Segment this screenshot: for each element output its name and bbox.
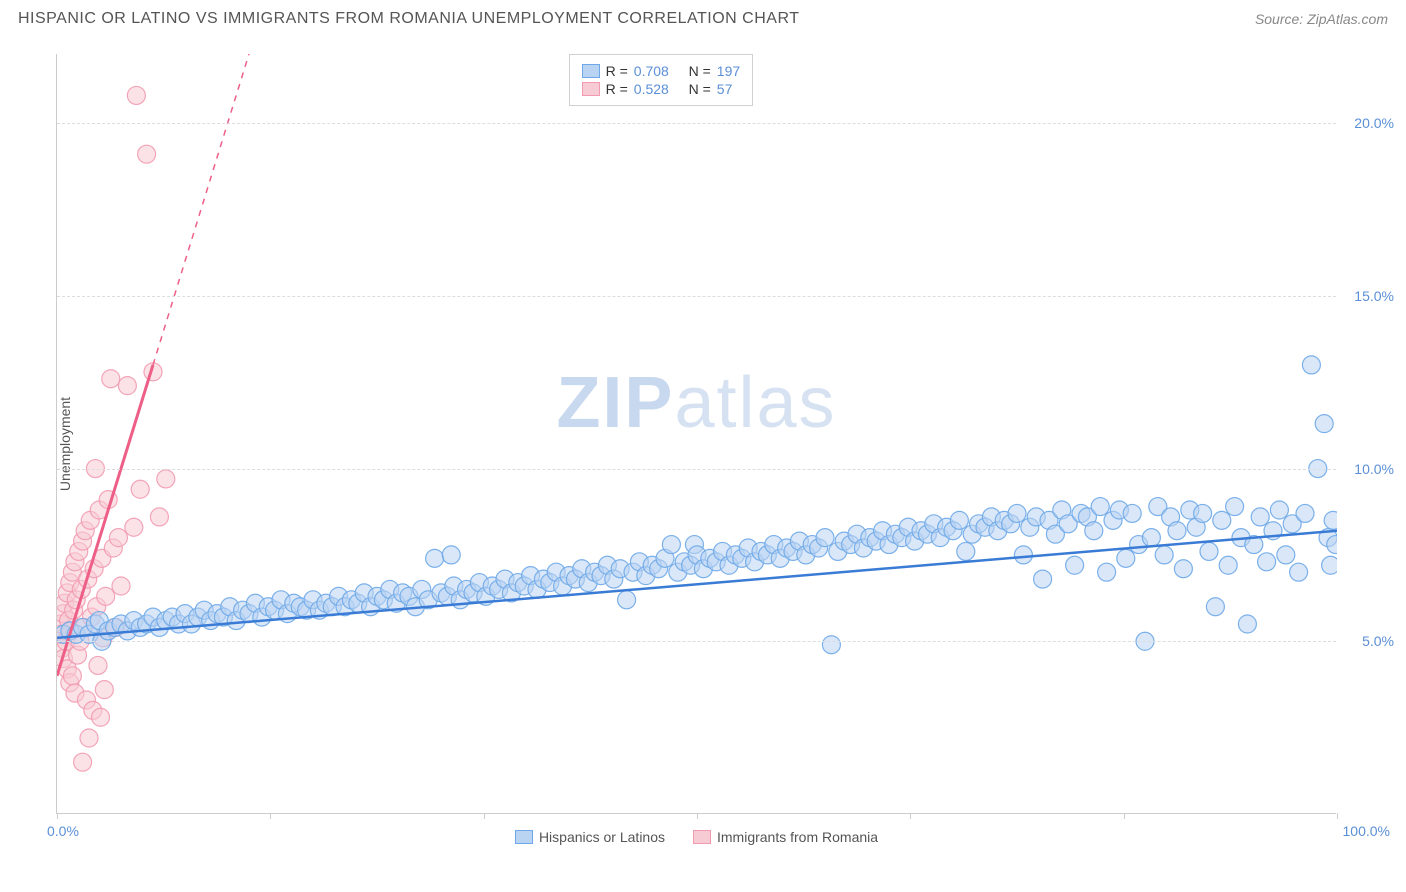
data-point	[1066, 556, 1084, 574]
x-tick-mark	[484, 813, 485, 819]
data-point	[1251, 508, 1269, 526]
y-tick-label: 15.0%	[1354, 288, 1394, 304]
data-point	[63, 667, 81, 685]
y-tick-label: 10.0%	[1354, 461, 1394, 477]
correlation-legend: R = 0.708 N = 197 R = 0.528 N = 57	[569, 54, 754, 106]
data-point	[157, 470, 175, 488]
data-point	[127, 86, 145, 104]
legend-n-label: N =	[689, 63, 711, 79]
data-point	[1219, 556, 1237, 574]
x-tick-mark	[910, 813, 911, 819]
data-point	[442, 546, 460, 564]
series-legend: Hispanics or Latinos Immigrants from Rom…	[57, 829, 1336, 845]
legend-r-value-pink: 0.528	[634, 81, 669, 97]
legend-r-label: R =	[606, 63, 628, 79]
data-point	[1258, 553, 1276, 571]
data-point	[138, 145, 156, 163]
data-point	[1117, 549, 1135, 567]
data-point	[1213, 511, 1231, 529]
data-point	[1226, 498, 1244, 516]
legend-swatch-pink	[582, 82, 600, 96]
legend-n-value-blue: 197	[717, 63, 740, 79]
data-point	[1194, 504, 1212, 522]
data-point	[1296, 504, 1314, 522]
data-point	[112, 577, 130, 595]
data-point	[950, 511, 968, 529]
legend-r-value-blue: 0.708	[634, 63, 669, 79]
x-tick-mark	[1124, 813, 1125, 819]
data-point	[1200, 542, 1218, 560]
data-point	[957, 542, 975, 560]
plot-area: ZIPatlas R = 0.708 N = 197 R = 0.528 N =…	[56, 54, 1336, 814]
gridline-h	[57, 641, 1336, 642]
legend-label-pink: Immigrants from Romania	[717, 829, 878, 845]
data-point	[426, 549, 444, 567]
data-point	[1206, 598, 1224, 616]
legend-n-label: N =	[689, 81, 711, 97]
gridline-h	[57, 123, 1336, 124]
data-point	[131, 480, 149, 498]
data-point	[1277, 546, 1295, 564]
data-point	[125, 518, 143, 536]
data-point	[89, 656, 107, 674]
scatter-svg	[57, 54, 1337, 814]
data-point	[662, 536, 680, 554]
data-point	[150, 508, 168, 526]
data-point	[118, 377, 136, 395]
data-point	[822, 636, 840, 654]
data-point	[1238, 615, 1256, 633]
data-point	[74, 753, 92, 771]
data-point	[1034, 570, 1052, 588]
data-point	[1008, 504, 1026, 522]
data-point	[102, 370, 120, 388]
legend-row-blue: R = 0.708 N = 197	[582, 63, 741, 79]
legend-item-blue: Hispanics or Latinos	[515, 829, 665, 845]
data-point	[1123, 504, 1141, 522]
data-point	[1324, 511, 1337, 529]
data-point	[1290, 563, 1308, 581]
data-point	[1091, 498, 1109, 516]
data-point	[92, 708, 110, 726]
data-point	[95, 681, 113, 699]
data-point	[1168, 522, 1186, 540]
data-point	[1322, 556, 1337, 574]
data-point	[1085, 522, 1103, 540]
data-point	[1302, 356, 1320, 374]
legend-swatch-pink-icon	[693, 830, 711, 844]
data-point	[1014, 546, 1032, 564]
x-tick-mark	[697, 813, 698, 819]
legend-swatch-blue-icon	[515, 830, 533, 844]
data-point	[1174, 560, 1192, 578]
data-point	[97, 587, 115, 605]
legend-swatch-blue	[582, 64, 600, 78]
data-point	[1315, 415, 1333, 433]
data-point	[109, 529, 127, 547]
y-tick-label: 5.0%	[1362, 633, 1394, 649]
data-point	[80, 729, 98, 747]
trend-line	[153, 54, 249, 365]
chart-container: Unemployment ZIPatlas R = 0.708 N = 197 …	[18, 44, 1388, 844]
data-point	[1155, 546, 1173, 564]
legend-label-blue: Hispanics or Latinos	[539, 829, 665, 845]
gridline-h	[57, 296, 1336, 297]
y-tick-label: 20.0%	[1354, 115, 1394, 131]
x-tick-mark	[57, 813, 58, 819]
legend-r-label: R =	[606, 81, 628, 97]
data-point	[1098, 563, 1116, 581]
legend-row-pink: R = 0.528 N = 57	[582, 81, 741, 97]
legend-n-value-pink: 57	[717, 81, 733, 97]
data-point	[816, 529, 834, 547]
data-point	[618, 591, 636, 609]
x-tick-mark	[1337, 813, 1338, 819]
data-point	[1142, 529, 1160, 547]
chart-title: HISPANIC OR LATINO VS IMMIGRANTS FROM RO…	[18, 10, 799, 28]
source-attribution: Source: ZipAtlas.com	[1255, 11, 1388, 27]
x-tick-mark	[270, 813, 271, 819]
gridline-h	[57, 469, 1336, 470]
x-tick-max: 100.0%	[1343, 823, 1390, 839]
data-point	[1270, 501, 1288, 519]
legend-item-pink: Immigrants from Romania	[693, 829, 878, 845]
